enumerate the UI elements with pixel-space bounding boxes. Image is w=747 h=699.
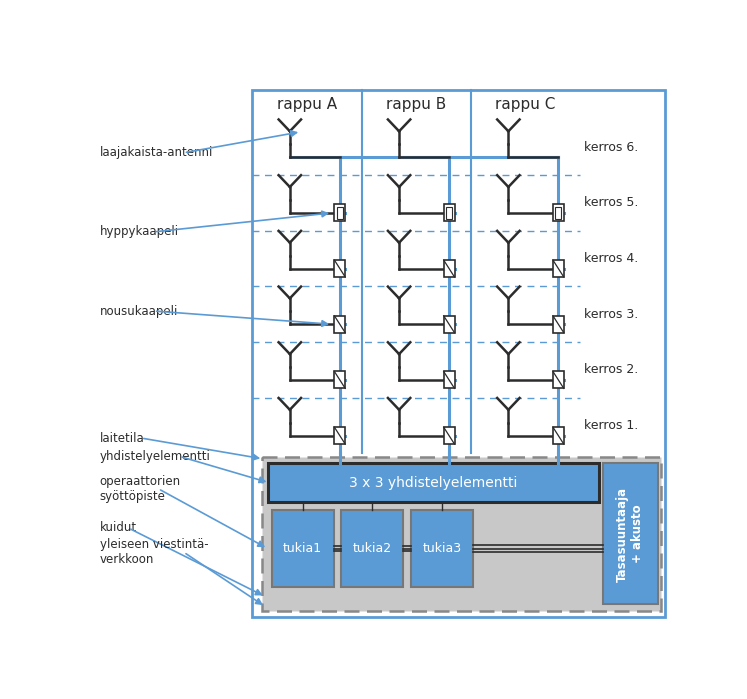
Text: kerros 2.: kerros 2. bbox=[584, 363, 638, 377]
Text: kerros 3.: kerros 3. bbox=[584, 308, 638, 321]
Bar bbox=[335, 204, 345, 222]
Text: laitetila: laitetila bbox=[99, 431, 144, 445]
Bar bbox=[444, 204, 454, 222]
Text: operaattorien
syöttöpiste: operaattorien syöttöpiste bbox=[99, 475, 181, 503]
Text: Tasasuuntaaja
+ akusto: Tasasuuntaaja + akusto bbox=[616, 487, 644, 582]
Bar bbox=[444, 371, 454, 389]
Bar bbox=[335, 427, 345, 444]
Bar bbox=[267, 463, 599, 502]
Text: kerros 5.: kerros 5. bbox=[584, 196, 639, 209]
Text: rappu B: rappu B bbox=[386, 97, 446, 112]
Bar bbox=[335, 371, 345, 389]
Text: tukia2: tukia2 bbox=[353, 542, 392, 555]
Bar bbox=[272, 510, 334, 587]
Text: nousukaapeli: nousukaapeli bbox=[99, 305, 178, 317]
Bar bbox=[553, 204, 564, 222]
Bar bbox=[444, 260, 454, 277]
Text: kuidut: kuidut bbox=[99, 521, 137, 535]
Bar bbox=[603, 463, 657, 605]
Text: laajakaista-antenni: laajakaista-antenni bbox=[99, 146, 213, 159]
Bar bbox=[335, 316, 345, 333]
Bar bbox=[252, 90, 666, 617]
Bar bbox=[444, 427, 454, 444]
Text: kerros 1.: kerros 1. bbox=[584, 419, 638, 432]
Bar bbox=[341, 510, 403, 587]
Text: rappu A: rappu A bbox=[277, 97, 337, 112]
Text: kerros 4.: kerros 4. bbox=[584, 252, 638, 265]
Text: tukia3: tukia3 bbox=[423, 542, 462, 555]
Bar bbox=[411, 510, 473, 587]
Bar bbox=[553, 427, 564, 444]
Bar bbox=[553, 260, 564, 277]
Bar bbox=[446, 207, 452, 219]
Bar bbox=[261, 457, 661, 610]
Bar bbox=[553, 316, 564, 333]
Text: yleiseen viestintä-
verkkoon: yleiseen viestintä- verkkoon bbox=[99, 538, 208, 566]
Bar bbox=[337, 207, 343, 219]
Bar bbox=[553, 371, 564, 389]
Text: rappu C: rappu C bbox=[495, 97, 556, 112]
Text: 3 x 3 yhdistelyelementti: 3 x 3 yhdistelyelementti bbox=[350, 476, 518, 490]
Bar bbox=[555, 207, 562, 219]
Text: yhdistelyelementti: yhdistelyelementti bbox=[99, 450, 211, 463]
Bar bbox=[335, 260, 345, 277]
Bar bbox=[444, 316, 454, 333]
Text: hyppykaapeli: hyppykaapeli bbox=[99, 225, 179, 238]
Text: tukia1: tukia1 bbox=[283, 542, 322, 555]
Text: kerros 6.: kerros 6. bbox=[584, 140, 638, 154]
